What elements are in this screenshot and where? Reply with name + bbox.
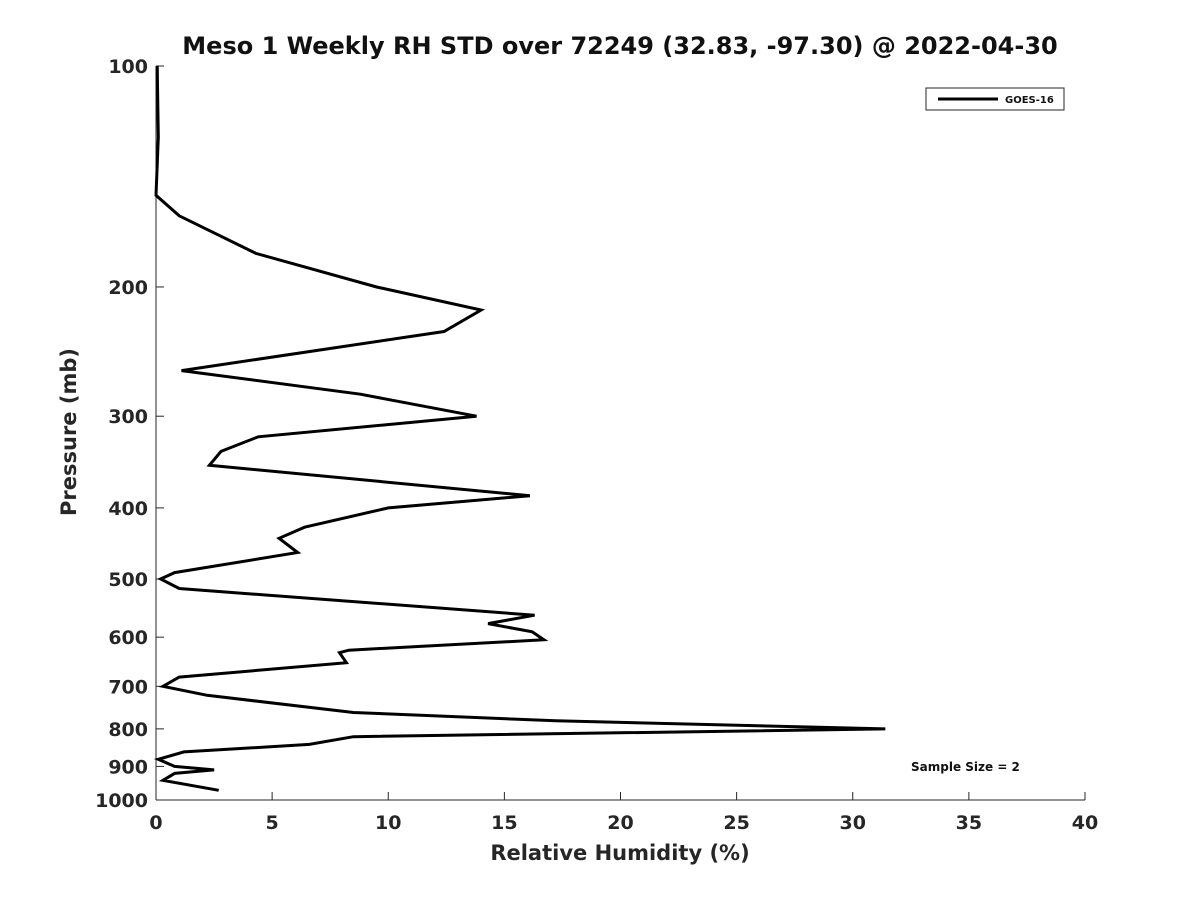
y-tick-label: 800	[108, 719, 148, 741]
y-tick-label: 400	[108, 498, 148, 520]
y-tick-label: 900	[108, 756, 148, 778]
series-line-goes-16	[153, 65, 886, 792]
y-tick-label: 300	[108, 406, 148, 428]
x-tick-label: 25	[723, 812, 749, 834]
y-tick-label: 100	[108, 56, 148, 78]
sample-size-annotation: Sample Size = 2	[911, 760, 1020, 774]
x-axis-label: Relative Humidity (%)	[490, 841, 749, 865]
y-axis-label: Pressure (mb)	[57, 348, 81, 516]
series-lines	[153, 65, 886, 792]
x-tick-label: 20	[607, 812, 633, 834]
tick-marks: 0 5 10 15 20 25 30 35 40 100 200 300 400 500 600 700 800…	[95, 56, 1098, 834]
x-tick-label: 5	[266, 812, 279, 834]
x-tick-label: 30	[840, 812, 866, 834]
x-tick-label: 40	[1072, 812, 1098, 834]
y-tick-label: 200	[108, 277, 148, 299]
chart-title: Meso 1 Weekly RH STD over 72249 (32.83, …	[182, 32, 1057, 60]
x-tick-label: 0	[149, 812, 162, 834]
y-tick-label: 700	[108, 676, 148, 698]
x-tick-label: 15	[491, 812, 517, 834]
y-tick-label: 1000	[95, 790, 148, 812]
legend-entry-label: GOES-16	[1005, 95, 1054, 106]
x-tick-label: 10	[375, 812, 401, 834]
x-tick-label: 35	[956, 812, 982, 834]
legend: GOES-16	[925, 87, 1065, 111]
y-tick-label: 600	[108, 627, 148, 649]
y-tick-label: 500	[108, 569, 148, 591]
